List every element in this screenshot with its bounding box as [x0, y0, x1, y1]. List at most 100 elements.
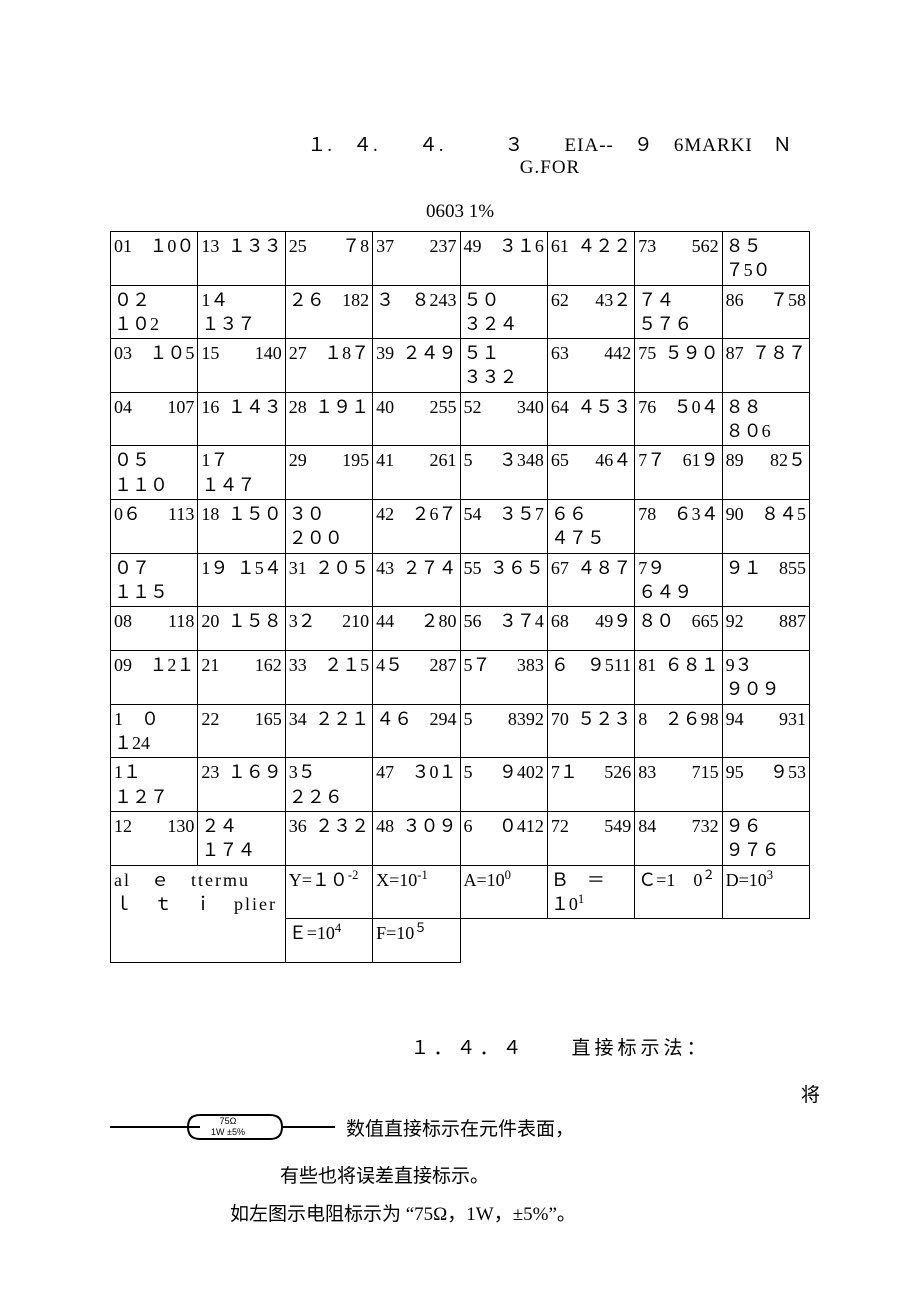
cell-value: 442	[604, 341, 631, 365]
cell-code: 22	[201, 707, 219, 731]
cell-code: ３０	[289, 502, 325, 526]
cell-code: 15	[201, 341, 219, 365]
cell-value: 732	[692, 814, 719, 838]
table-cell: ５１３３２	[460, 339, 547, 393]
cell-value: ９７６	[726, 838, 780, 862]
cell-code: 03	[114, 341, 132, 365]
table-row: 0410716１４３28１９１402555234064４５３76５0４８８８０6	[111, 392, 810, 446]
cell-value: ９511	[587, 653, 631, 677]
table-cell: 8982５	[722, 446, 809, 500]
cell-value: １１０	[114, 473, 168, 497]
cell-code: 27	[289, 341, 307, 365]
cell-value: 562	[692, 234, 719, 258]
cell-code: 04	[114, 395, 132, 419]
body-line-2-wrap: 有些也将误差直接标示。	[110, 1158, 810, 1196]
document-page: １. ４. ４. ３ EIA-- ９ 6MARKI Ｎ G.FOR 0603 1…	[0, 0, 920, 1294]
cell-code: 5	[464, 707, 473, 731]
table-cell: 78６3４	[635, 499, 722, 553]
cell-value: ２０５	[315, 556, 369, 580]
cell-code: ２６	[289, 288, 325, 312]
cell-code: 68	[551, 609, 569, 633]
cell-code: 95	[726, 760, 744, 784]
cell-value: 287	[430, 653, 457, 677]
cell-value: １8７	[324, 341, 369, 365]
multiplier-row-1: al ｅ ttermu ｌ ｔ ｉ plierY=１０-2X=10-1A=100…	[111, 865, 810, 919]
cell-value: 210	[342, 609, 369, 633]
cell-value: １5４	[237, 556, 282, 580]
table-cell: ２４１７４	[198, 811, 285, 865]
body-line-3: 如左图示电阻标示为 “75Ω，1W，±5%”。	[230, 1204, 576, 1225]
cell-value: 255	[430, 395, 457, 419]
cell-code: 42	[376, 502, 394, 526]
cell-code: 25	[289, 234, 307, 258]
cell-code: 83	[638, 760, 656, 784]
cell-code: ７４	[638, 288, 674, 312]
table-cell: 15140	[198, 339, 285, 393]
multiplier-cell: D=103	[722, 865, 809, 919]
direct-marking-text: １．４．４ 直接标示法：	[410, 1038, 709, 1059]
cell-value: ２6７	[412, 502, 457, 526]
cell-value: 182	[342, 288, 369, 312]
subtitle: 0603 1%	[110, 201, 810, 223]
cell-code: ９６	[726, 814, 762, 838]
table-row: 12130２４１７４36２３２48３０９6０4127254984732９６９７６	[111, 811, 810, 865]
cell-value: 261	[430, 448, 457, 472]
cell-value: 165	[255, 707, 282, 731]
table-cell: 09１2１	[111, 651, 198, 705]
cell-value: １2１	[149, 653, 194, 677]
cell-code: ６６	[551, 502, 587, 526]
cell-code: 7９	[638, 556, 665, 580]
table-cell: 5３348	[460, 446, 547, 500]
multiplier-label-cell: al ｅ ttermu ｌ ｔ ｉ plier	[111, 865, 286, 963]
multiplier-cell: Ｃ=1 0２	[635, 865, 722, 919]
cell-code: 44	[376, 609, 394, 633]
cell-value: 887	[779, 609, 806, 633]
cell-code: 67	[551, 556, 569, 580]
cell-value: 237	[430, 234, 457, 258]
cell-code: 49	[464, 234, 482, 258]
cell-value: ２２６	[289, 785, 343, 809]
cell-value: ２００	[289, 526, 343, 550]
cell-value: 855	[779, 556, 806, 580]
cell-code: 0６	[114, 502, 141, 526]
cell-code: 81	[638, 653, 656, 677]
table-cell: ８０665	[635, 607, 722, 651]
eia96-table: 01１0０13１３３25７83723749３１661４２２73562８５７5００…	[110, 231, 810, 963]
table-cell: ８５７5０	[722, 232, 809, 286]
multiplier-cell: A=100	[460, 865, 547, 919]
table-cell: 42 ２6７	[373, 499, 460, 553]
table-cell: 55３６５	[460, 553, 547, 607]
multiplier-cell: Ｂ ＝ １01	[547, 865, 634, 919]
resistor-icon: 75Ω 1W ±5%	[110, 1107, 340, 1152]
svg-text:75Ω: 75Ω	[220, 1116, 237, 1126]
table-row: ０７１１５1９１5４31２０５43２７４55３６５67４８７7９６４９９１855	[111, 553, 810, 607]
cell-code: 40	[376, 395, 394, 419]
table-cell: 61４２２	[547, 232, 634, 286]
cell-code: 9３	[726, 653, 753, 677]
table-cell: 52340	[460, 392, 547, 446]
cell-code: 47	[376, 760, 394, 784]
table-cell: 72549	[547, 811, 634, 865]
cell-value: １５８	[228, 609, 282, 633]
cell-code: 01	[114, 234, 132, 258]
cell-value: 130	[167, 814, 194, 838]
cell-value: １６９	[228, 760, 282, 784]
cell-code: 73	[638, 234, 656, 258]
cell-value: 665	[692, 609, 719, 633]
cell-value: ２１5	[324, 653, 369, 677]
table-cell: 49３１6	[460, 232, 547, 286]
table-cell: 6０412	[460, 811, 547, 865]
cell-code: 43	[376, 556, 394, 580]
cell-value: １３３	[228, 234, 282, 258]
lead-char: 将	[801, 1080, 820, 1107]
table-row: 1１１２７23１６９3５２２６47３0１5９4027１5268371595９53	[111, 758, 810, 812]
cell-value: ５0４	[674, 395, 719, 419]
cell-value: ３３２	[464, 365, 518, 389]
cell-code: 78	[638, 502, 656, 526]
table-cell: 92887	[722, 607, 809, 651]
table-cell: 5９402	[460, 758, 547, 812]
line-with-component: 75Ω 1W ±5% 数值直接标示在元件表面，	[110, 1107, 810, 1152]
cell-value: ５９０	[665, 341, 719, 365]
cell-code: 3２	[289, 609, 316, 633]
cell-value: 526	[604, 760, 631, 784]
